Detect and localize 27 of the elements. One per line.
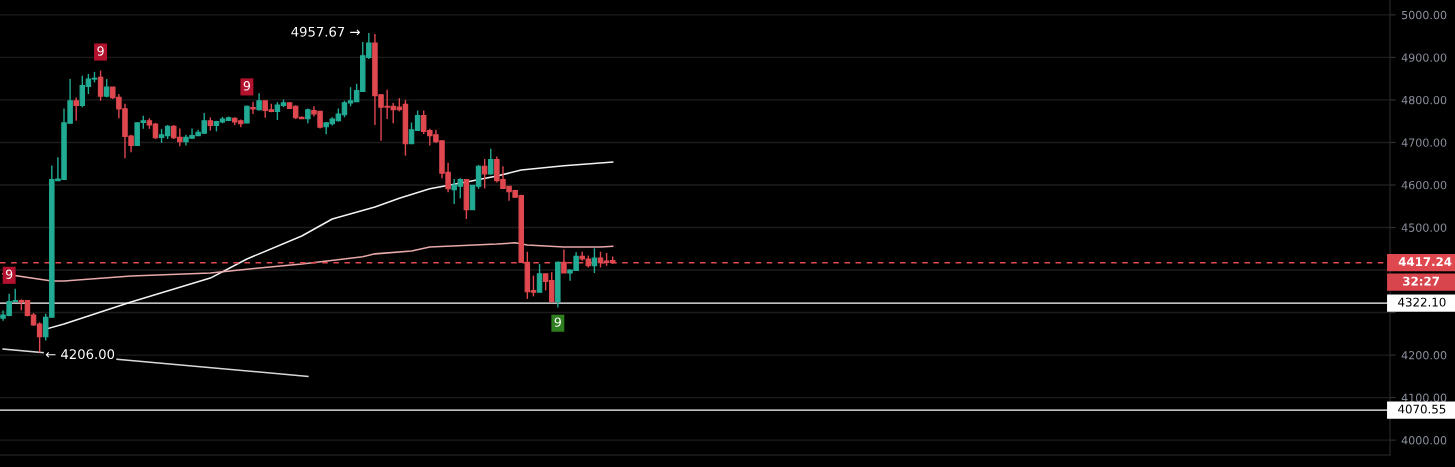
annotation: 9 bbox=[97, 46, 104, 56]
y-tick-label: 4100.00 bbox=[1401, 393, 1447, 402]
ref-line-label: 4417.24 bbox=[1398, 257, 1452, 266]
y-tick-label: 4600.00 bbox=[1401, 180, 1447, 190]
annotation: ← 4206.00 bbox=[45, 349, 115, 360]
candlestick bbox=[591, 247, 598, 274]
candlestick bbox=[97, 69, 104, 102]
line-series bbox=[2, 242, 614, 282]
y-tick-label: 4500.00 bbox=[1401, 223, 1447, 232]
y-tick-label: 4800.00 bbox=[1401, 95, 1447, 105]
text: 32:27 bbox=[1403, 276, 1439, 286]
y-tick-label: 4900.00 bbox=[1401, 53, 1447, 62]
annotation: 4957.67 → bbox=[291, 26, 360, 37]
candlestick bbox=[250, 100, 256, 115]
ref-line-label: 4322.10 bbox=[1398, 297, 1446, 307]
y-tick-label: 5000.00 bbox=[1401, 10, 1447, 20]
y-tick-label: 4200.00 bbox=[1401, 351, 1447, 360]
y-tick-label: 4700.00 bbox=[1401, 138, 1447, 147]
candlestick bbox=[488, 148, 494, 176]
candlestick bbox=[481, 158, 488, 190]
annotation: 9 bbox=[554, 317, 561, 327]
annotation: 9 bbox=[5, 269, 13, 279]
annotation: 9 bbox=[243, 81, 251, 91]
candlestick bbox=[536, 263, 543, 293]
y-tick-label: 4000.00 bbox=[1401, 436, 1447, 445]
ref-line-label: 4070.55 bbox=[1398, 404, 1446, 414]
candlestick bbox=[73, 96, 79, 122]
